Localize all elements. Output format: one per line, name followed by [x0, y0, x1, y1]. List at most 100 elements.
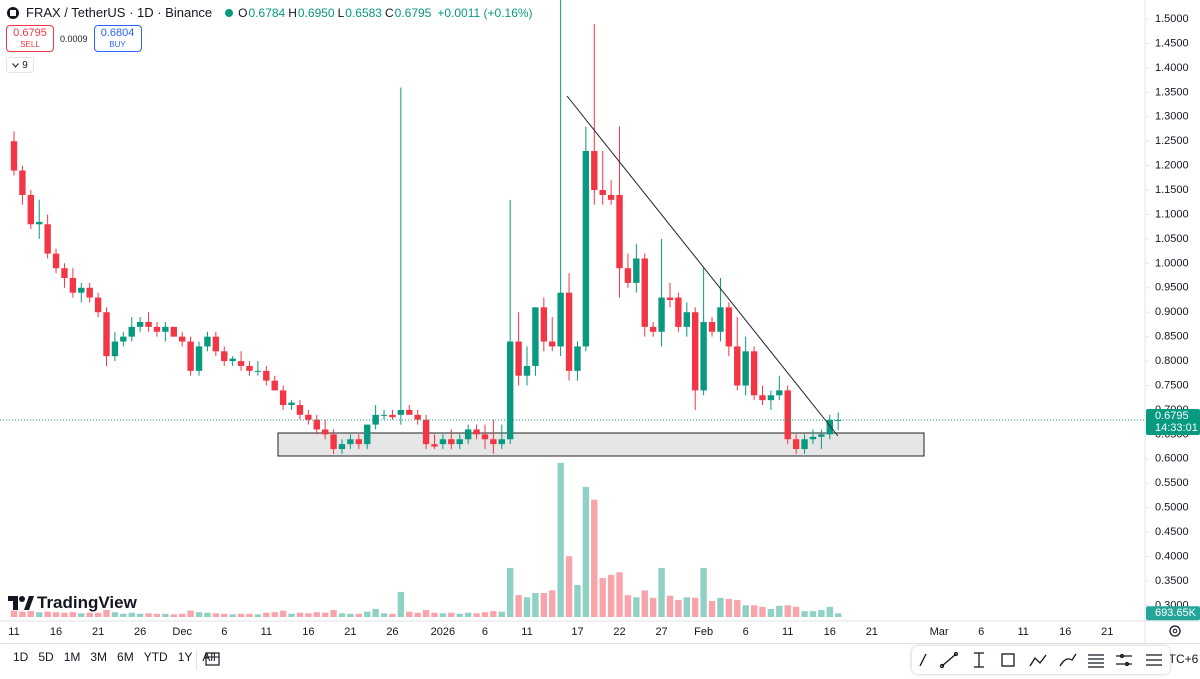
candle-body: [641, 258, 648, 327]
x-tick-label: 21: [344, 626, 356, 638]
x-tick-label: 6: [221, 626, 227, 638]
volume-bar: [498, 611, 505, 617]
volume-bar: [515, 595, 522, 617]
candle-body: [624, 268, 632, 283]
price-tag: [1146, 408, 1200, 435]
timeframe-button[interactable]: 1D: [13, 650, 29, 664]
support-zone: [277, 432, 925, 457]
timeframes: 1D 5D 1M 3M 6M YTD 1Y All: [8, 650, 221, 664]
volume-bar: [162, 613, 169, 617]
sell-button[interactable]: 0.6795 SELL: [6, 25, 54, 52]
spread: 0.0009: [60, 33, 88, 44]
volume-bar: [94, 612, 102, 617]
symbol[interactable]: FRAX / TetherUS · 1D · Binance: [26, 5, 213, 20]
timeframe-button[interactable]: YTD: [143, 650, 168, 664]
y-tick-label: 1.1500: [1155, 184, 1189, 196]
date-range-icon[interactable]: [196, 650, 226, 670]
candle-body: [347, 439, 354, 445]
candle-body: [212, 336, 220, 352]
candle-body: [162, 326, 169, 332]
y-tick-label: 0.6000: [1155, 453, 1189, 465]
volume-bar: [61, 612, 68, 617]
x-tick-label: Feb: [694, 626, 713, 638]
volume-bar: [330, 610, 337, 617]
x-tick-label: 11: [521, 626, 532, 638]
y-tick-label: 0.5000: [1155, 502, 1189, 514]
volume-bar: [195, 612, 203, 617]
volume-bar: [19, 611, 26, 617]
volume-bar: [120, 613, 127, 617]
x-tick-label: 21: [1101, 626, 1113, 638]
legend-header: FRAX / TetherUS · 1D · Binance O 0.6784 H 0…: [6, 5, 535, 20]
drawing-tools: [912, 646, 1170, 674]
buy-button[interactable]: 0.6804 BUY: [93, 25, 142, 52]
candle-body: [27, 194, 35, 225]
timeframe-button[interactable]: 1Y: [177, 650, 193, 664]
candle-body: [801, 439, 808, 450]
y-tick-label: 1.3500: [1155, 86, 1189, 98]
candle-body: [784, 390, 791, 440]
volume-bar: [574, 585, 581, 617]
volume-bar: [801, 611, 808, 617]
volume-bar: [221, 613, 228, 617]
tool-icons[interactable]: [912, 646, 1170, 674]
settings-icon[interactable]: [1169, 625, 1181, 637]
volume-bar: [380, 613, 388, 617]
candle-body: [448, 439, 455, 445]
candle-body: [380, 414, 388, 416]
timeframe-button[interactable]: 6M: [117, 650, 134, 664]
volume-bar: [187, 610, 194, 617]
candle-body: [818, 434, 825, 437]
candle-body: [750, 351, 758, 396]
volume-bar: [271, 612, 278, 617]
candle-body: [549, 341, 556, 347]
candle-body: [10, 141, 18, 171]
volume-bar: [364, 611, 371, 617]
volume-bar: [557, 462, 564, 617]
change: +0.0011 (+0.16%): [437, 5, 533, 20]
volume-bar: [607, 574, 615, 617]
sell-price: 0.6795: [13, 26, 47, 39]
volume-bar: [406, 611, 413, 617]
candle-body: [305, 414, 312, 420]
timeframe-button[interactable]: 3M: [90, 650, 108, 664]
y-tick-label: 1.2500: [1155, 135, 1189, 147]
candle-body: [78, 287, 85, 293]
candle-body: [532, 307, 539, 366]
candle-body: [397, 409, 405, 415]
volume-bar: [456, 613, 463, 617]
chevron: [12, 62, 20, 68]
candle-body: [221, 351, 228, 362]
candle-body: [759, 395, 766, 401]
indicators-toggle[interactable]: 9: [6, 57, 34, 73]
timeframe-button[interactable]: 5D: [38, 650, 54, 664]
volume-bar: [179, 613, 186, 617]
symbol-icon: [7, 6, 19, 19]
volume-bar: [506, 567, 514, 617]
y-tick-label: 1.4500: [1155, 37, 1189, 49]
volume-bar: [111, 612, 119, 617]
candle-body: [187, 341, 194, 371]
candle-body: [111, 341, 119, 357]
volume-bar: [809, 611, 817, 617]
candle-body: [19, 170, 26, 195]
candle-body: [717, 307, 724, 332]
x-tick-label: 11: [8, 626, 19, 638]
candle-body: [330, 434, 337, 450]
volume-bar: [717, 597, 724, 617]
volume-bar: [792, 606, 800, 617]
volume-bar: [212, 613, 220, 617]
volume-bar: [565, 556, 573, 617]
volume-bar: [599, 578, 606, 617]
candle-body: [464, 429, 472, 440]
candle-body: [389, 414, 396, 418]
bottom-toolbar: 1D 5D 1M 3M 6M YTD 1Y All UTC+6: [0, 643, 1200, 675]
volume-bar: [44, 611, 51, 617]
price-countdown: 14:33:01: [1155, 422, 1198, 434]
volume-bar: [397, 591, 405, 617]
ohlc-label: L: [337, 5, 345, 20]
candle-body: [237, 361, 245, 366]
timeframe-button[interactable]: 1M: [63, 650, 81, 664]
y-tick-label: 0.9500: [1155, 282, 1189, 294]
candle-body: [321, 429, 329, 435]
